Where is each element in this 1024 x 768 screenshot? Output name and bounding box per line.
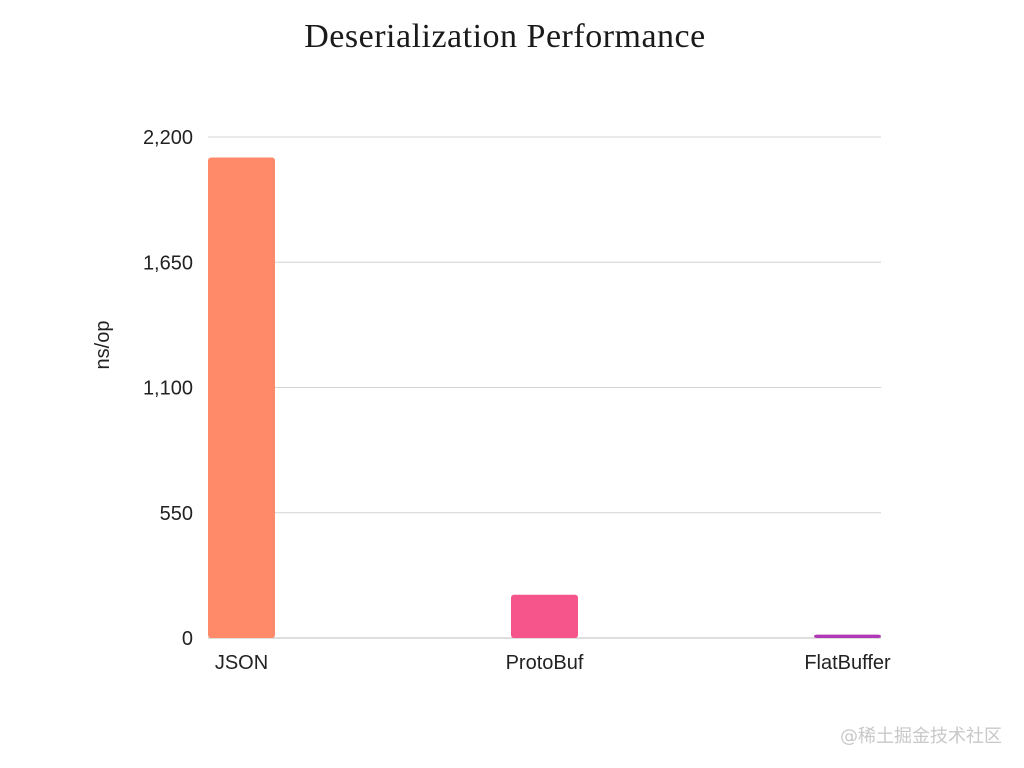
watermark: @稀土掘金技术社区 [840,726,1002,747]
y-tick-label: 550 [160,503,193,525]
y-tick-label: 2,200 [143,127,193,149]
bar-protobuf [511,594,578,638]
bar-json [208,157,275,638]
x-category-label: JSON [215,652,268,674]
gridlines [208,136,881,639]
chart-title: Deserialization Performance [304,18,706,55]
bars [208,157,881,638]
y-tick-label: 0 [182,628,193,650]
bar-flatbuffer [814,634,881,638]
y-tick-label: 1,650 [143,252,193,274]
x-axis-category-labels: JSON ProtoBuf FlatBuffer [215,652,891,674]
x-category-label: ProtoBuf [506,652,584,674]
y-axis-title: ns/op [92,321,114,370]
y-tick-label: 1,100 [143,378,193,400]
x-category-label: FlatBuffer [804,652,891,674]
y-axis-tick-labels: 0 550 1,100 1,650 2,200 [143,127,193,650]
